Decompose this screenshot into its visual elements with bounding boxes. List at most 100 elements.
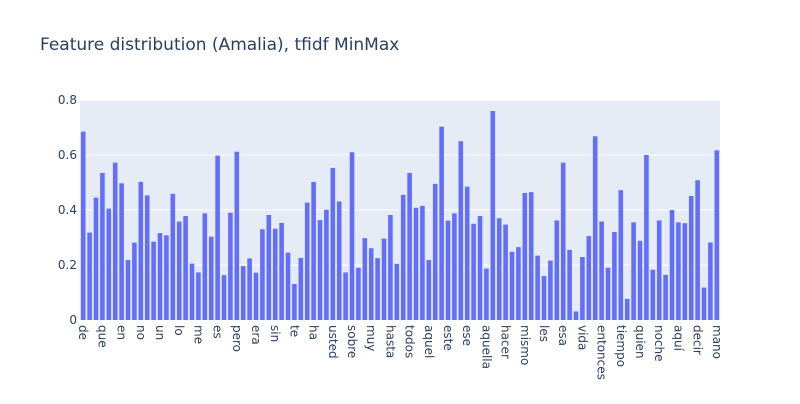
bar bbox=[93, 197, 99, 321]
bar bbox=[695, 180, 700, 320]
bar bbox=[426, 260, 432, 320]
bar bbox=[400, 194, 406, 321]
bar bbox=[106, 208, 112, 321]
bar bbox=[381, 238, 387, 320]
y-tick-label: 0.4 bbox=[58, 203, 77, 217]
bar bbox=[100, 172, 105, 321]
bar bbox=[362, 238, 368, 320]
bar bbox=[496, 218, 502, 320]
bar bbox=[324, 209, 329, 320]
bar bbox=[624, 298, 630, 320]
x-tick-label: todos bbox=[403, 325, 417, 358]
x-tick-label: aquel bbox=[422, 325, 436, 358]
bar bbox=[170, 193, 176, 320]
x-tick-label: vida bbox=[575, 325, 589, 350]
bar bbox=[164, 235, 169, 320]
bar bbox=[317, 220, 323, 320]
bar bbox=[413, 207, 419, 320]
x-tick-label: aquí bbox=[671, 325, 685, 352]
bar bbox=[541, 276, 547, 320]
bar bbox=[701, 287, 707, 320]
x-tick-label: un bbox=[153, 325, 167, 340]
bar bbox=[189, 263, 195, 321]
bar bbox=[522, 192, 528, 320]
bar bbox=[586, 236, 592, 321]
bar bbox=[119, 183, 124, 320]
bar bbox=[445, 220, 451, 320]
bar bbox=[592, 136, 598, 320]
bar bbox=[202, 213, 208, 320]
x-tick-label: aquella bbox=[479, 325, 493, 369]
x-tick-label: usted bbox=[326, 325, 340, 359]
bar bbox=[298, 257, 304, 320]
bar bbox=[682, 223, 688, 320]
x-tick-label: de bbox=[76, 325, 90, 340]
bar bbox=[548, 260, 553, 320]
x-tick-label: entonces bbox=[595, 325, 609, 380]
bar bbox=[176, 221, 182, 320]
x-tick-label: este bbox=[441, 325, 455, 351]
bar bbox=[343, 272, 348, 320]
bar bbox=[112, 162, 118, 320]
x-tick-label: noche bbox=[652, 325, 666, 362]
bar bbox=[714, 150, 720, 320]
bar bbox=[656, 220, 662, 320]
x-tick-label: tiempo bbox=[614, 325, 628, 367]
x-tick-label: sin bbox=[268, 325, 282, 342]
y-tick-label: 0 bbox=[69, 313, 77, 327]
x-tick-label: no bbox=[134, 325, 148, 340]
bar bbox=[157, 233, 163, 320]
bar bbox=[311, 181, 316, 320]
x-tick-label: mano bbox=[710, 325, 724, 359]
bar bbox=[490, 111, 496, 320]
bar bbox=[669, 210, 675, 320]
x-tick-label: muy bbox=[364, 325, 378, 351]
x-tick-label: hasta bbox=[383, 325, 397, 358]
x-tick-label: en bbox=[115, 325, 129, 340]
bar bbox=[240, 266, 246, 320]
x-tick-label: lo bbox=[172, 325, 186, 336]
x-tick-label: esa bbox=[556, 325, 570, 346]
bar bbox=[266, 214, 272, 320]
bar bbox=[503, 224, 508, 320]
bar bbox=[567, 249, 572, 321]
chart-title: Feature distribution (Amalia), tfidf Min… bbox=[40, 35, 399, 55]
bar bbox=[80, 131, 86, 320]
x-tick-label: mismo bbox=[518, 325, 532, 365]
bar bbox=[509, 251, 515, 320]
bar bbox=[183, 216, 188, 320]
bar bbox=[516, 247, 521, 321]
bar bbox=[631, 222, 636, 321]
bar bbox=[87, 232, 92, 320]
y-tick-label: 0.2 bbox=[58, 258, 77, 272]
bar bbox=[464, 186, 470, 321]
bar bbox=[535, 255, 540, 320]
bar bbox=[208, 236, 214, 320]
x-tick-label: ha bbox=[307, 325, 321, 340]
bar bbox=[663, 274, 668, 320]
bar bbox=[458, 141, 464, 320]
bar bbox=[439, 126, 444, 321]
x-tick-label: es bbox=[211, 325, 225, 339]
x-tick-label: quien bbox=[633, 325, 647, 359]
x-tick-label: sobre bbox=[345, 325, 359, 358]
bar bbox=[196, 272, 201, 320]
bar bbox=[221, 275, 227, 320]
bar bbox=[151, 241, 156, 321]
bar bbox=[388, 214, 393, 320]
bar bbox=[471, 223, 476, 320]
y-tick-label: 0.6 bbox=[58, 148, 77, 162]
bar bbox=[644, 155, 649, 320]
x-tick-label: hacer bbox=[499, 325, 513, 359]
x-tick-label: pero bbox=[230, 325, 244, 352]
y-tick-label: 0.8 bbox=[58, 93, 77, 107]
x-tick-label: les bbox=[537, 325, 551, 342]
bar bbox=[330, 167, 336, 320]
bar bbox=[580, 257, 585, 320]
bar bbox=[688, 195, 694, 320]
bar bbox=[650, 269, 656, 320]
bar bbox=[432, 183, 438, 320]
bar bbox=[228, 212, 233, 320]
